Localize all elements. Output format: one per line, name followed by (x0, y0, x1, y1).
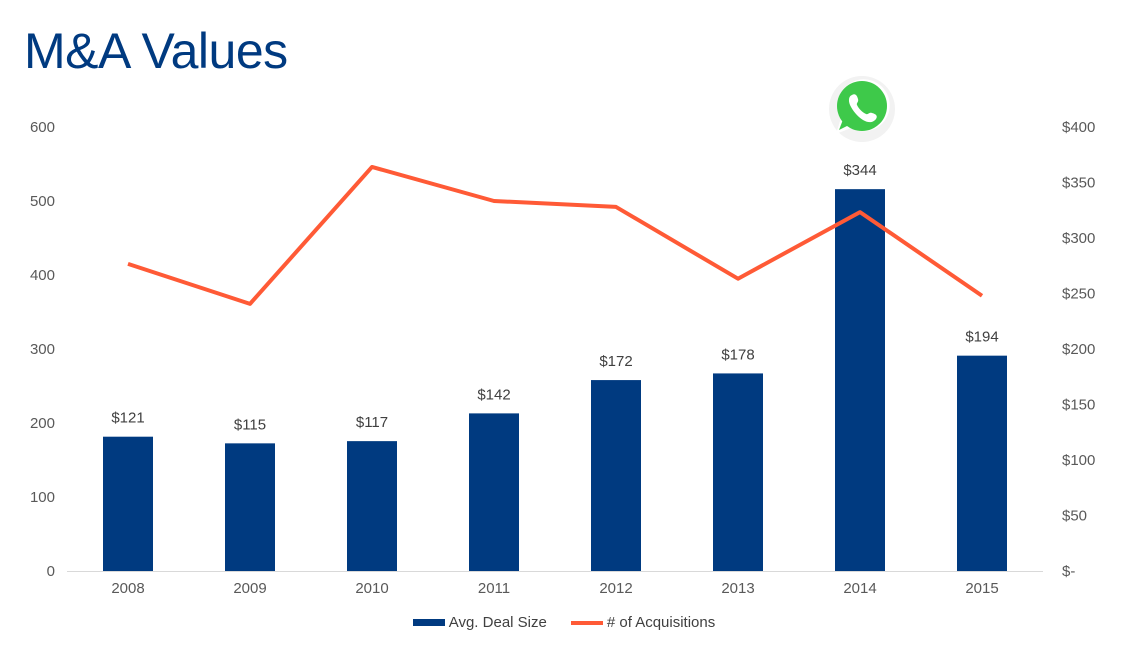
x-axis-tick: 2010 (355, 580, 388, 597)
acquisitions-line (127, 164, 984, 306)
legend-swatch (570, 620, 603, 625)
legend-swatch (412, 619, 445, 626)
bar-2010 (347, 441, 397, 571)
x-axis-tick: 2008 (111, 580, 144, 597)
right-axis-tick: $150 (1062, 397, 1095, 414)
bar-2008 (103, 436, 153, 571)
legend-item-deal-size: Avg. Deal Size (412, 614, 547, 631)
bar-2009 (225, 443, 275, 571)
right-axis-tick: $300 (1062, 230, 1095, 247)
bar-2014 (835, 189, 885, 571)
data-label: $142 (477, 386, 510, 403)
data-label: $172 (599, 353, 632, 370)
data-label: $178 (721, 346, 754, 363)
data-label: $121 (111, 410, 144, 427)
bar-2012 (591, 380, 641, 571)
data-label: $344 (843, 162, 876, 179)
left-axis-tick: 500 (30, 193, 55, 210)
legend: Avg. Deal Size # of Acquisitions (0, 614, 1128, 631)
data-label: $194 (965, 329, 998, 346)
left-axis-tick: 200 (30, 415, 55, 432)
left-axis-tick: 300 (30, 341, 55, 358)
x-axis-tick: 2009 (233, 580, 266, 597)
x-axis-tick: 2013 (721, 580, 754, 597)
right-axis-tick: $250 (1062, 286, 1095, 303)
right-axis-tick: $50 (1062, 508, 1087, 525)
left-axis-tick: 400 (30, 267, 55, 284)
right-axis-tick: $100 (1062, 452, 1095, 469)
left-axis-tick: 100 (30, 489, 55, 506)
right-axis-tick: $350 (1062, 175, 1095, 192)
bar-2013 (713, 373, 763, 571)
x-axis-tick: 2015 (965, 580, 998, 597)
legend-item-acquisitions: # of Acquisitions (570, 614, 716, 631)
right-axis-tick: $200 (1062, 341, 1095, 358)
data-label: $117 (356, 414, 388, 431)
x-axis-tick: 2012 (599, 580, 632, 597)
left-axis-tick: 600 (30, 119, 55, 136)
data-label: $115 (234, 416, 266, 433)
right-axis-tick: $- (1062, 563, 1075, 580)
bar-2011 (469, 413, 519, 571)
right-axis-tick: $400 (1062, 119, 1095, 136)
left-axis-tick: 0 (47, 563, 55, 580)
x-axis-tick: 2011 (478, 580, 510, 597)
whatsapp-logo-icon (829, 76, 895, 142)
x-axis-tick: 2014 (843, 580, 876, 597)
legend-label: # of Acquisitions (606, 614, 716, 631)
bar-2015 (957, 355, 1007, 571)
legend-label: Avg. Deal Size (448, 614, 547, 631)
page-title: M&A Values (24, 23, 288, 79)
